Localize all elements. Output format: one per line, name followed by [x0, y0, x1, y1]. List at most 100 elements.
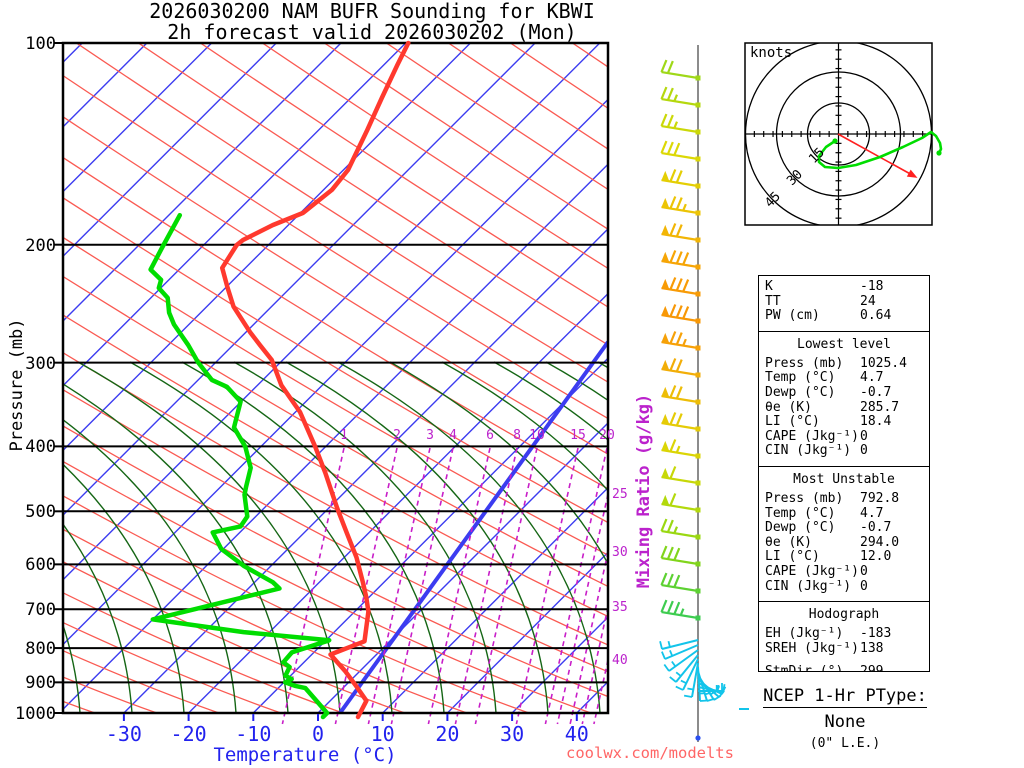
moist-adiabat-line: [493, 361, 608, 441]
wind-barb: [660, 113, 701, 135]
stats-section: Lowest level Press (mb) 1025.4 Temp (°C) 4.7…: [759, 330, 929, 466]
fan-tick: [716, 684, 720, 692]
barb-anchor: [695, 507, 701, 513]
mixing-ratio-line: [569, 551, 609, 725]
stats-row-value: 0: [860, 563, 868, 579]
barb-pennant: [661, 278, 670, 290]
barb-anchor: [695, 426, 701, 432]
fan-tick: [667, 640, 671, 648]
pressure-tick-label: 700: [25, 600, 56, 621]
barb-staff: [661, 259, 699, 269]
mixing-ratio-label: 25: [612, 487, 628, 502]
stats-section: Hodograph EH (Jkg⁻¹) -183 SREH (Jkg⁻¹) 138 St…: [759, 601, 929, 672]
barb-full-tick: [673, 601, 681, 615]
stats-row-value: 285.7: [860, 399, 900, 415]
mixing-ratio-label: 30: [612, 545, 628, 560]
barb-anchor: [695, 345, 701, 351]
wind-barb: [661, 277, 701, 297]
dry-adiabat-line: [63, 314, 608, 618]
stats-row: θe (K) 294.0: [759, 535, 929, 551]
wind-barb: [661, 493, 701, 513]
isotherm-line: [63, 163, 608, 711]
barb-full-tick: [682, 252, 690, 266]
fan-staff: [675, 654, 699, 683]
stats-row-value: 0: [860, 428, 868, 444]
dry-adiabat-line: [63, 592, 345, 713]
stats-row: StmDir (°) 299: [759, 664, 929, 672]
storm-motion-arrowhead: [906, 169, 918, 178]
wind-barb-fan: [683, 662, 699, 698]
fan-tick: [687, 687, 694, 691]
stats-row-value: 0: [860, 443, 868, 459]
barb-pennant: [661, 305, 670, 317]
wind-barb: [661, 223, 701, 243]
barb-full-tick: [666, 519, 674, 533]
wind-barb-fan: [669, 654, 699, 683]
wind-barb: [661, 331, 701, 351]
temperature-tick-label: 10: [370, 722, 395, 746]
barb-full-tick: [660, 59, 668, 73]
pressure-tick-label: 400: [25, 437, 56, 458]
barb-full-tick: [669, 466, 677, 479]
barb-pennant: [661, 251, 670, 263]
stats-row-value: 1025.4: [860, 355, 907, 371]
barb-full-tick: [675, 224, 683, 237]
stats-row-label: StmDir (°): [765, 664, 844, 672]
fan-staff: [668, 649, 699, 672]
barb-full-tick: [660, 599, 668, 613]
barb-full-tick: [660, 572, 668, 586]
mixing-ratio-line: [427, 447, 491, 725]
isotherm-line: [446, 551, 608, 713]
barb-full-tick: [669, 439, 677, 452]
barb-full-tick: [669, 223, 677, 236]
dry-adiabat-line: [63, 649, 221, 713]
wind-barb: [661, 304, 701, 324]
barb-half-tick: [679, 608, 685, 616]
mixing-ratio-label: 10: [529, 428, 545, 443]
mixing-ratio-label: 4: [449, 428, 457, 443]
fan-staff: [691, 662, 699, 698]
stats-panel: K -18 TT 24 PW (cm) 0.64 Lowest level Press (mb…: [758, 275, 930, 672]
wind-barb-column: [659, 45, 749, 742]
isotherm-line: [317, 422, 608, 713]
stats-row-value: 299: [860, 664, 884, 672]
moist-adiabat-line: [441, 361, 608, 492]
temperature-tick-label: 40: [564, 722, 589, 746]
stats-row-label: TT: [765, 293, 781, 309]
stats-row: Press (mb) 792.8: [759, 491, 929, 507]
stats-row-value: 4.7: [860, 505, 884, 521]
moist-adiabat-line: [63, 463, 185, 713]
mixing-ratio-line: [390, 447, 454, 725]
stats-row: Press (mb) 1025.4: [759, 355, 929, 372]
barb-anchor: [695, 183, 701, 189]
stats-row: CIN (Jkg⁻¹) 0: [759, 444, 929, 459]
temperature-tick-label: 20: [435, 722, 460, 746]
barb-staff: [661, 124, 699, 134]
isotherm-line: [63, 43, 407, 387]
barb-pennant: [661, 332, 670, 344]
stats-row-label: CIN (Jkg⁻¹): [765, 578, 852, 594]
barb-pennant: [661, 386, 670, 398]
barb-full-tick: [673, 574, 681, 588]
ptype-block: NCEP 1-Hr PType: None (0" L.E.): [745, 686, 945, 751]
stats-row-label: Press (mb): [765, 355, 844, 371]
barb-staff: [661, 529, 699, 539]
isotherm-line: [63, 43, 342, 322]
barb-staff: [661, 448, 699, 458]
barb-full-tick: [666, 600, 674, 614]
wind-barb: [660, 545, 701, 567]
ptype-note: (0" L.E.): [809, 736, 881, 751]
dry-adiabat-line: [63, 116, 608, 455]
ptype-value: None: [824, 712, 866, 732]
stats-row-value: -18: [860, 279, 884, 294]
pressure-tick-label: 100: [25, 34, 56, 54]
fan-tick: [680, 679, 687, 684]
hodograph-units-label: knots: [750, 45, 793, 61]
watermark: coolwx.com/modelts: [566, 744, 734, 762]
barb-half-tick: [682, 338, 687, 347]
moist-adiabat-line: [63, 419, 237, 713]
stats-row-value: -0.7: [860, 520, 892, 536]
dry-adiabat-line: [63, 495, 531, 713]
dry-adiabat-line: [447, 43, 608, 150]
barb-staff: [661, 151, 699, 161]
